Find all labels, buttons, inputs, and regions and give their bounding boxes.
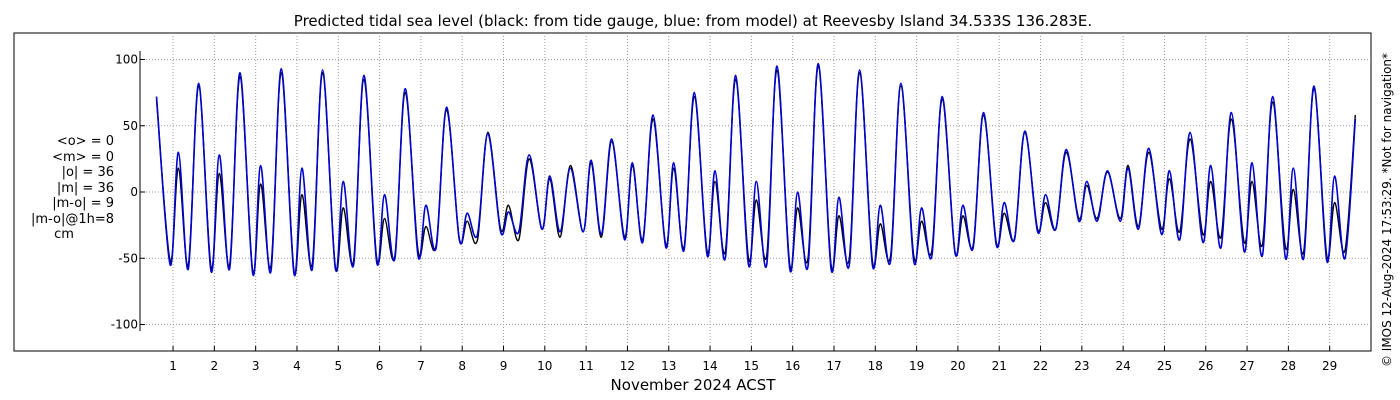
x-tick-label: 1 [169, 359, 177, 373]
x-tick-label: 16 [785, 359, 800, 373]
x-tick-label: 18 [868, 359, 883, 373]
y-tick-label: -100 [111, 318, 138, 332]
credit-text: © IMOS 12-Aug-2024 17:53:29. *Not for na… [1380, 53, 1394, 367]
grid-lines [140, 33, 1371, 351]
x-tick-label: 12 [620, 359, 635, 373]
x-tick-label: 28 [1281, 359, 1296, 373]
series-line-observed [155, 65, 1356, 276]
x-tick-label: 25 [1157, 359, 1172, 373]
x-tick-label: 3 [252, 359, 260, 373]
x-tick-label: 23 [1074, 359, 1089, 373]
stat-mean-observed: <o> = 0 [56, 134, 114, 149]
x-tick-label: 22 [1033, 359, 1048, 373]
x-tick-label: 14 [702, 359, 717, 373]
stat-abs-model: |m| = 36 [56, 180, 114, 196]
stat-mean-model: <m> = 0 [52, 149, 114, 165]
x-tick-label: 21 [992, 359, 1007, 373]
data-series [155, 62, 1357, 277]
x-tick-label: 7 [417, 359, 425, 373]
stat-abs-difference-1h: |m-o|@1h=8 [31, 211, 114, 227]
y-tick-label: 0 [130, 185, 138, 199]
y-tick-label: 100 [115, 53, 138, 67]
series-line-model [155, 62, 1357, 277]
y-tick-label: 50 [123, 119, 138, 133]
x-tick-label: 17 [826, 359, 841, 373]
x-tick-label: 29 [1322, 359, 1337, 373]
x-tick-label: 5 [334, 359, 342, 373]
stat-units: cm [54, 227, 74, 242]
x-tick-label: 24 [1116, 359, 1131, 373]
x-tick-label: 27 [1239, 359, 1254, 373]
axes [139, 51, 1331, 351]
stat-abs-difference: |m-o| = 9 [52, 196, 114, 211]
x-tick-label: 15 [744, 359, 759, 373]
x-tick-label: 9 [500, 359, 508, 373]
x-tick-label: 13 [661, 359, 676, 373]
x-tick-label: 8 [458, 359, 466, 373]
x-tick-label: 2 [211, 359, 219, 373]
x-tick-label: 10 [537, 359, 552, 373]
y-tick-label: -50 [118, 251, 138, 265]
x-tick-label: 20 [950, 359, 965, 373]
x-axis-label: November 2024 ACST [611, 376, 777, 394]
x-tick-label: 11 [578, 359, 593, 373]
chart-title: Predicted tidal sea level (black: from t… [294, 12, 1092, 30]
x-tick-label: 6 [376, 359, 384, 373]
statistics-block: <o> = 0 <m> = 0 |o| = 36 |m| = 36 |m-o| … [22, 134, 114, 243]
x-tick-label: 19 [909, 359, 924, 373]
x-tick-label: 4 [293, 359, 301, 373]
x-tick-label: 26 [1198, 359, 1213, 373]
stat-abs-observed: |o| = 36 [61, 165, 114, 180]
